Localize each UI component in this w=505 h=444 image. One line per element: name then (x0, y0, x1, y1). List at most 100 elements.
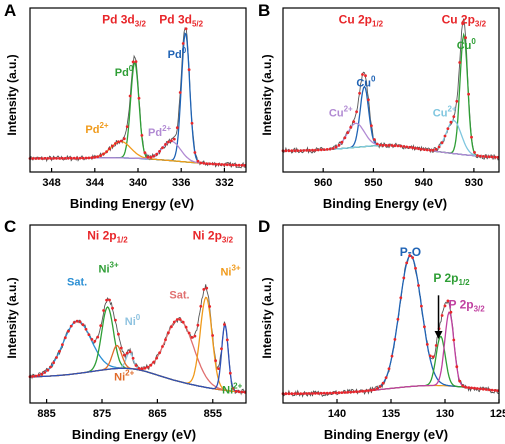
fit-point (122, 137, 126, 141)
x-tick-label: 332 (215, 177, 233, 189)
fit-point (181, 42, 185, 45)
fit-point (81, 323, 85, 327)
fit-point (181, 320, 185, 324)
component-peak-line (283, 254, 500, 395)
fit-point (187, 331, 191, 335)
fit-point (199, 161, 203, 165)
fit-point (322, 148, 326, 152)
fit-point (217, 162, 220, 166)
fit-point (58, 349, 61, 353)
fit-point (378, 143, 382, 147)
fit-point (287, 392, 291, 396)
plot-area: 348 344 340 336 332 Pd 3d3/2 Pd 3d5/2 Pd0 Pd0 Pd2… (28, 7, 247, 189)
fit-point (190, 121, 194, 125)
fit-point (284, 392, 288, 396)
fit-point (293, 149, 297, 153)
fit-point (455, 365, 459, 369)
fit-point (161, 146, 164, 150)
peak-annotation: Pd2+ (85, 121, 109, 136)
fit-point (75, 319, 79, 323)
fit-point (143, 366, 147, 370)
fit-point (476, 387, 479, 390)
fit-point (446, 299, 450, 303)
fit-point (484, 155, 488, 159)
fit-point (346, 131, 350, 135)
fit-point (414, 266, 417, 270)
fit-point (55, 356, 58, 359)
fit-point (311, 392, 314, 395)
fit-point (481, 155, 485, 158)
fit-point (305, 149, 308, 152)
fit-point (470, 135, 473, 139)
fit-point (99, 324, 103, 327)
fit-point (411, 256, 414, 259)
x-axis-title: Binding Energy (eV) (323, 196, 447, 211)
fit-point (355, 110, 358, 114)
fit-point (337, 143, 341, 147)
annotation-subscript: 3/2 (135, 20, 147, 29)
fit-point (470, 386, 473, 390)
peak-annotation: Pd0 (168, 46, 187, 61)
fit-point (111, 306, 114, 310)
peak-annotation: Ni 2p3/2 (193, 229, 234, 245)
fit-point (114, 318, 117, 322)
x-tick-label: 940 (414, 177, 432, 189)
fit-point (117, 140, 120, 144)
fit-point (334, 145, 338, 149)
peak-annotation: P 2p1/2 (433, 271, 470, 287)
fit-point (302, 392, 305, 395)
fit-point (361, 389, 364, 393)
peak-annotation: Ni0 (125, 313, 141, 328)
peak-annotation: Cu2+ (329, 105, 353, 120)
fit-point (90, 156, 94, 160)
annotation-subscript: 1/2 (372, 20, 384, 29)
fit-point (108, 147, 111, 151)
fit-point (75, 156, 79, 160)
panel-b: B Intensity (a.u.) Binding Energy (eV) 9… (258, 1, 500, 211)
fit-point (134, 364, 138, 367)
annotation-superscript: 2+ (99, 121, 108, 130)
fit-point (343, 391, 347, 394)
fit-point (202, 161, 206, 165)
x-tick-label: 336 (172, 177, 190, 189)
fit-point (134, 60, 138, 63)
fit-point (34, 157, 38, 160)
annotation-superscript: 0 (371, 75, 376, 84)
fit-point (384, 144, 388, 147)
fit-point (205, 286, 209, 290)
fit-point (478, 387, 482, 391)
fit-point (31, 157, 35, 160)
fit-point (93, 155, 97, 159)
x-tick-label: 130 (436, 408, 454, 420)
fit-point (393, 338, 397, 341)
annotation-superscript: 2+ (447, 105, 456, 114)
fit-point (223, 323, 226, 326)
annotation-superscript: 2+ (233, 382, 242, 391)
fit-point (314, 148, 317, 152)
fit-point (167, 140, 170, 144)
fit-point (87, 333, 91, 336)
raw-data-line (282, 253, 500, 398)
fit-point (328, 391, 332, 395)
fit-point (402, 276, 406, 280)
fit-point (72, 156, 76, 160)
fit-point (46, 368, 50, 372)
fit-point (408, 254, 412, 258)
fit-point (358, 390, 361, 393)
fit-point (481, 387, 485, 391)
fit-point (293, 392, 297, 395)
arrow-head (434, 330, 443, 339)
peak-annotation: Sat. (67, 277, 87, 289)
fit-point (490, 388, 494, 392)
annotation-superscript: 0 (182, 46, 187, 55)
fit-point (96, 155, 100, 159)
fit-point (372, 138, 376, 141)
fit-point (387, 367, 391, 371)
fit-point (387, 144, 391, 147)
fit-point (322, 391, 326, 395)
fit-point (340, 391, 344, 394)
fit-point (328, 147, 332, 151)
fit-point (105, 298, 108, 302)
fit-point (175, 318, 179, 321)
